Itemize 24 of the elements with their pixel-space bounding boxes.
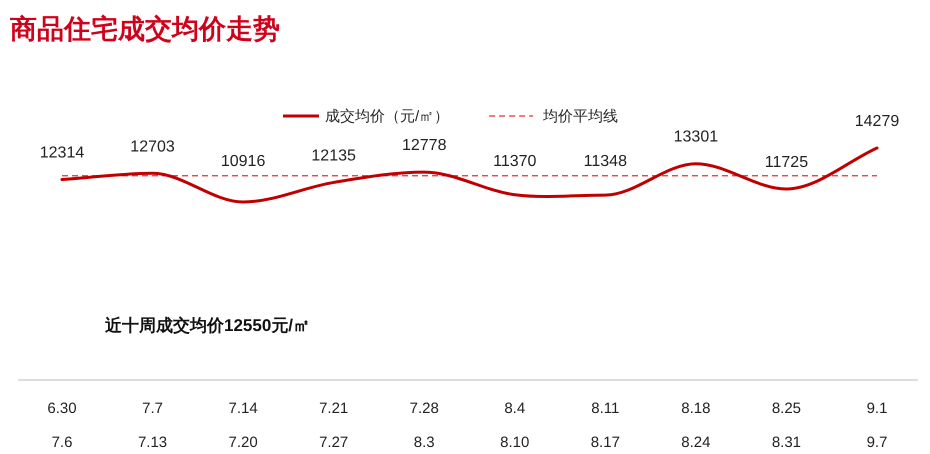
x-tick-label: 8.25 8.31: [772, 400, 802, 451]
data-label: 12314: [40, 144, 84, 162]
x-tick-label: 7.7 7.13: [138, 400, 168, 451]
chart-title: 商品住宅成交均价走势: [9, 14, 280, 44]
data-label: 11370: [493, 152, 537, 170]
text: 近十周成交均价12550元/㎡: [104, 316, 310, 335]
legend-label: 成交均价（元/㎡）: [325, 108, 450, 125]
x-tick-label: 7.21 7.27: [319, 400, 348, 451]
data-label: 14279: [854, 113, 900, 130]
data-label: 13301: [674, 128, 718, 146]
x-tick-label: 9.1 9.7: [866, 400, 888, 451]
x-tick-label: 8.11 8.17: [590, 400, 620, 451]
x-tick-label: 8.18 8.24: [681, 400, 710, 451]
x-tick-label: 8.4 8.10: [500, 400, 530, 451]
x-tick-label: 7.28 8.3: [410, 400, 439, 451]
data-label: 12135: [311, 147, 356, 164]
x-tick-label: 6.30 7.6: [47, 400, 77, 451]
data-label: 12778: [402, 137, 447, 154]
x-tick-label: 7.14 7.20: [228, 400, 258, 451]
legend-label: 均价平均线: [542, 108, 618, 125]
data-label: 10916: [220, 152, 266, 170]
data-label: 11725: [764, 154, 808, 172]
data-label: 12703: [130, 138, 175, 156]
data-label: 11348: [584, 152, 628, 170]
